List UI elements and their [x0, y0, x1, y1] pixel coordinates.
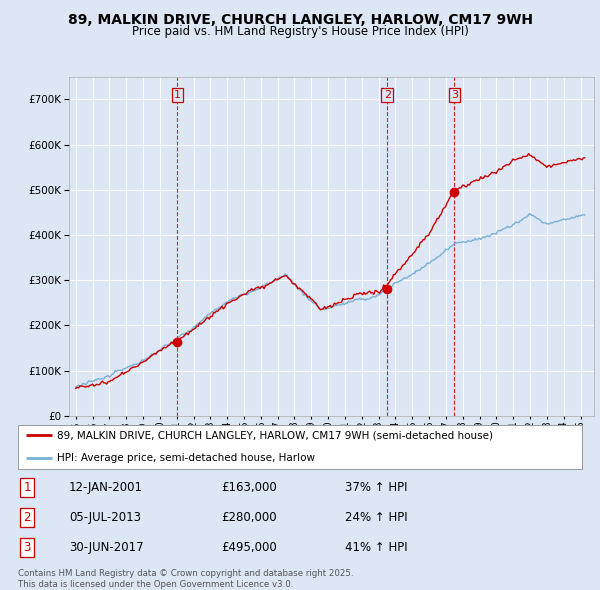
Text: 12-JAN-2001: 12-JAN-2001	[69, 481, 143, 494]
Text: 2: 2	[383, 90, 391, 100]
Text: 37% ↑ HPI: 37% ↑ HPI	[345, 481, 407, 494]
Text: 41% ↑ HPI: 41% ↑ HPI	[345, 542, 408, 555]
Text: 3: 3	[451, 90, 458, 100]
Text: 89, MALKIN DRIVE, CHURCH LANGLEY, HARLOW, CM17 9WH: 89, MALKIN DRIVE, CHURCH LANGLEY, HARLOW…	[67, 13, 533, 27]
Text: Contains HM Land Registry data © Crown copyright and database right 2025.
This d: Contains HM Land Registry data © Crown c…	[18, 569, 353, 589]
Text: Price paid vs. HM Land Registry's House Price Index (HPI): Price paid vs. HM Land Registry's House …	[131, 25, 469, 38]
Text: £280,000: £280,000	[221, 511, 277, 525]
Text: 1: 1	[174, 90, 181, 100]
Text: 1: 1	[23, 481, 31, 494]
Text: 2: 2	[23, 511, 31, 525]
Text: 05-JUL-2013: 05-JUL-2013	[69, 511, 141, 525]
Text: 24% ↑ HPI: 24% ↑ HPI	[345, 511, 408, 525]
Text: 89, MALKIN DRIVE, CHURCH LANGLEY, HARLOW, CM17 9WH (semi-detached house): 89, MALKIN DRIVE, CHURCH LANGLEY, HARLOW…	[58, 431, 493, 440]
Text: £495,000: £495,000	[221, 542, 277, 555]
Text: 3: 3	[23, 542, 31, 555]
Text: HPI: Average price, semi-detached house, Harlow: HPI: Average price, semi-detached house,…	[58, 454, 316, 463]
Text: £163,000: £163,000	[221, 481, 277, 494]
Text: 30-JUN-2017: 30-JUN-2017	[69, 542, 143, 555]
